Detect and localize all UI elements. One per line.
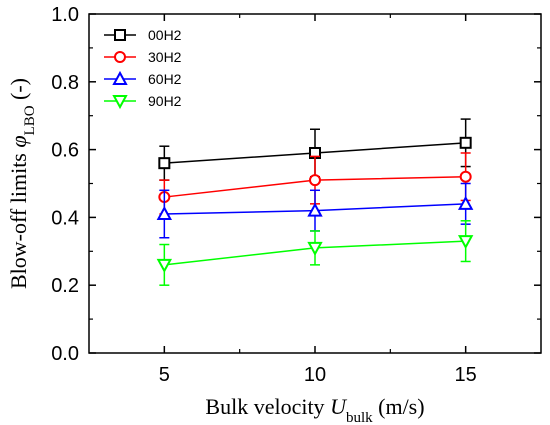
data-point xyxy=(158,157,171,170)
data-point xyxy=(457,195,474,210)
data-point xyxy=(156,258,173,273)
data-point xyxy=(459,170,472,183)
legend-label: 00H2 xyxy=(148,27,182,43)
series-90H2 xyxy=(156,220,474,286)
y-axis-label: Blow-off limits φLBO (-) xyxy=(6,78,38,289)
data-point xyxy=(156,205,173,221)
legend-marker xyxy=(114,51,126,63)
legend-marker xyxy=(112,70,128,85)
x-axis-label: Bulk velocity Ubulk (m/s) xyxy=(205,394,424,425)
legend-marker xyxy=(114,29,126,41)
data-point xyxy=(307,241,323,256)
legend-entry: 90H2 xyxy=(104,93,182,110)
y-tick-label: 0.2 xyxy=(51,275,79,297)
legend-label: 30H2 xyxy=(148,49,182,65)
y-tick-label: 0.6 xyxy=(51,140,79,162)
y-tick-label: 1.0 xyxy=(51,4,79,26)
y-tick-label: 0.4 xyxy=(51,207,79,229)
data-point xyxy=(309,174,321,187)
legend-entry: 30H2 xyxy=(104,49,182,65)
series-60H2 xyxy=(156,182,474,239)
legend-entry: 60H2 xyxy=(104,70,182,87)
legend-entry: 00H2 xyxy=(104,27,182,43)
y-tick-label: 0.8 xyxy=(51,72,79,94)
y-tick-label: 0.0 xyxy=(51,343,79,365)
data-point xyxy=(307,202,323,217)
legend-label: 60H2 xyxy=(148,71,182,87)
legend-label: 90H2 xyxy=(148,93,182,109)
x-tick-label: 15 xyxy=(455,364,477,386)
x-tick-label: 5 xyxy=(159,364,170,386)
data-point xyxy=(457,235,474,250)
legend-marker xyxy=(112,95,128,110)
x-tick-label: 10 xyxy=(304,364,326,386)
data-point xyxy=(459,136,472,149)
